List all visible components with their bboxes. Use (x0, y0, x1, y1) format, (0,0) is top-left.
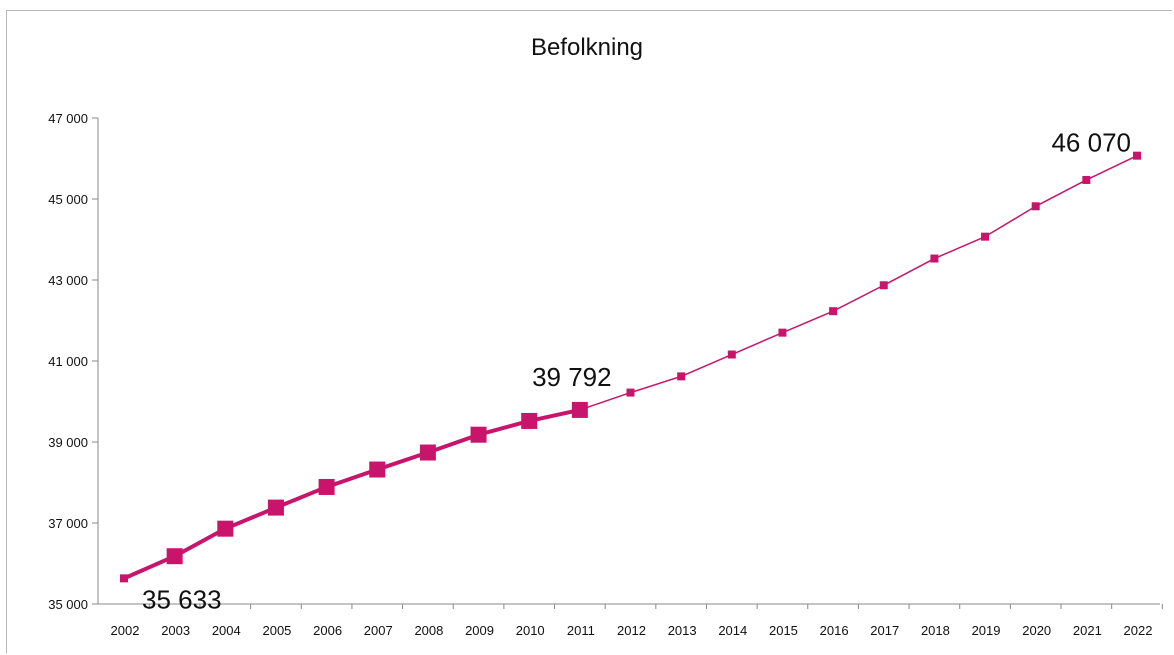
x-tick-label: 2015 (769, 623, 798, 638)
y-tick-label: 47 000 (48, 111, 88, 126)
x-tick-label: 2017 (870, 623, 899, 638)
y-tick-label: 39 000 (48, 435, 88, 450)
y-tick-label: 35 000 (48, 597, 88, 612)
x-tick-label: 2002 (111, 623, 140, 638)
x-tick-label: 2007 (364, 623, 393, 638)
x-tick-label: 2016 (820, 623, 849, 638)
historical-data-point (120, 574, 128, 583)
forecast-data-point (879, 281, 888, 290)
y-tick-label: 37 000 (48, 516, 88, 531)
x-tick-label: 2009 (465, 623, 494, 638)
forecast-data-point (829, 307, 838, 316)
data-label: 46 070 (1051, 128, 1131, 158)
forecast-series-line (579, 154, 1138, 411)
historical-data-point (166, 548, 183, 565)
y-tick-label: 45 000 (48, 192, 88, 207)
forecast-data-point (1082, 175, 1091, 184)
x-tick-label: 2005 (262, 623, 291, 638)
historical-data-point (217, 520, 234, 537)
x-tick-label: 2003 (161, 623, 190, 638)
y-axis-ticks: 35 000 37 000 39 000 41 000 43 000 45 000 47 0… (48, 111, 98, 612)
data-label: 35 633 (142, 584, 222, 614)
x-tick-label: 2012 (617, 623, 646, 638)
x-tick-label: 2011 (567, 623, 595, 638)
forecast-data-point (981, 232, 990, 241)
forecast-data-point (930, 254, 939, 263)
forecast-data-point (626, 388, 635, 397)
x-tick-label: 2014 (718, 623, 747, 638)
y-tick-label: 43 000 (48, 273, 88, 288)
data-label: 39 792 (532, 362, 612, 392)
historical-data-point (318, 478, 335, 495)
forecast-data-point (778, 328, 787, 337)
forecast-data-point (1031, 202, 1040, 211)
historical-data-point (419, 444, 436, 461)
forecast-data-point (727, 350, 736, 359)
historical-data-point (521, 412, 538, 429)
forecast-data-point (677, 372, 686, 381)
chart-frame (6, 10, 1172, 653)
historical-data-point (571, 401, 588, 418)
x-tick-label: 2010 (516, 623, 545, 638)
x-tick-label: 2021 (1073, 623, 1102, 638)
series-layer (120, 151, 1141, 583)
historical-data-point (470, 426, 487, 443)
x-tick-label: 2006 (313, 623, 342, 638)
y-tick-label: 41 000 (48, 354, 88, 369)
x-tick-label: 2018 (921, 623, 950, 638)
x-tick-label: 2008 (414, 623, 443, 638)
x-tick-label: 2004 (212, 623, 241, 638)
x-tick-label: 2019 (972, 623, 1001, 638)
x-tick-label: 2013 (668, 623, 697, 638)
historical-series-line (123, 407, 581, 581)
chart-title: Befolkning (530, 34, 644, 61)
x-axis-ticks: 2002 2003 2004 2005 2006 2007 2008 2009 2010 2011… (111, 604, 1163, 638)
forecast-data-point (1133, 151, 1141, 160)
x-tick-label: 2020 (1022, 623, 1051, 638)
x-tick-label: 2022 (1124, 623, 1153, 638)
historical-data-point (369, 461, 386, 478)
data-labels: 35 633 39 792 46 070 (142, 128, 1131, 615)
historical-data-point (267, 499, 284, 516)
